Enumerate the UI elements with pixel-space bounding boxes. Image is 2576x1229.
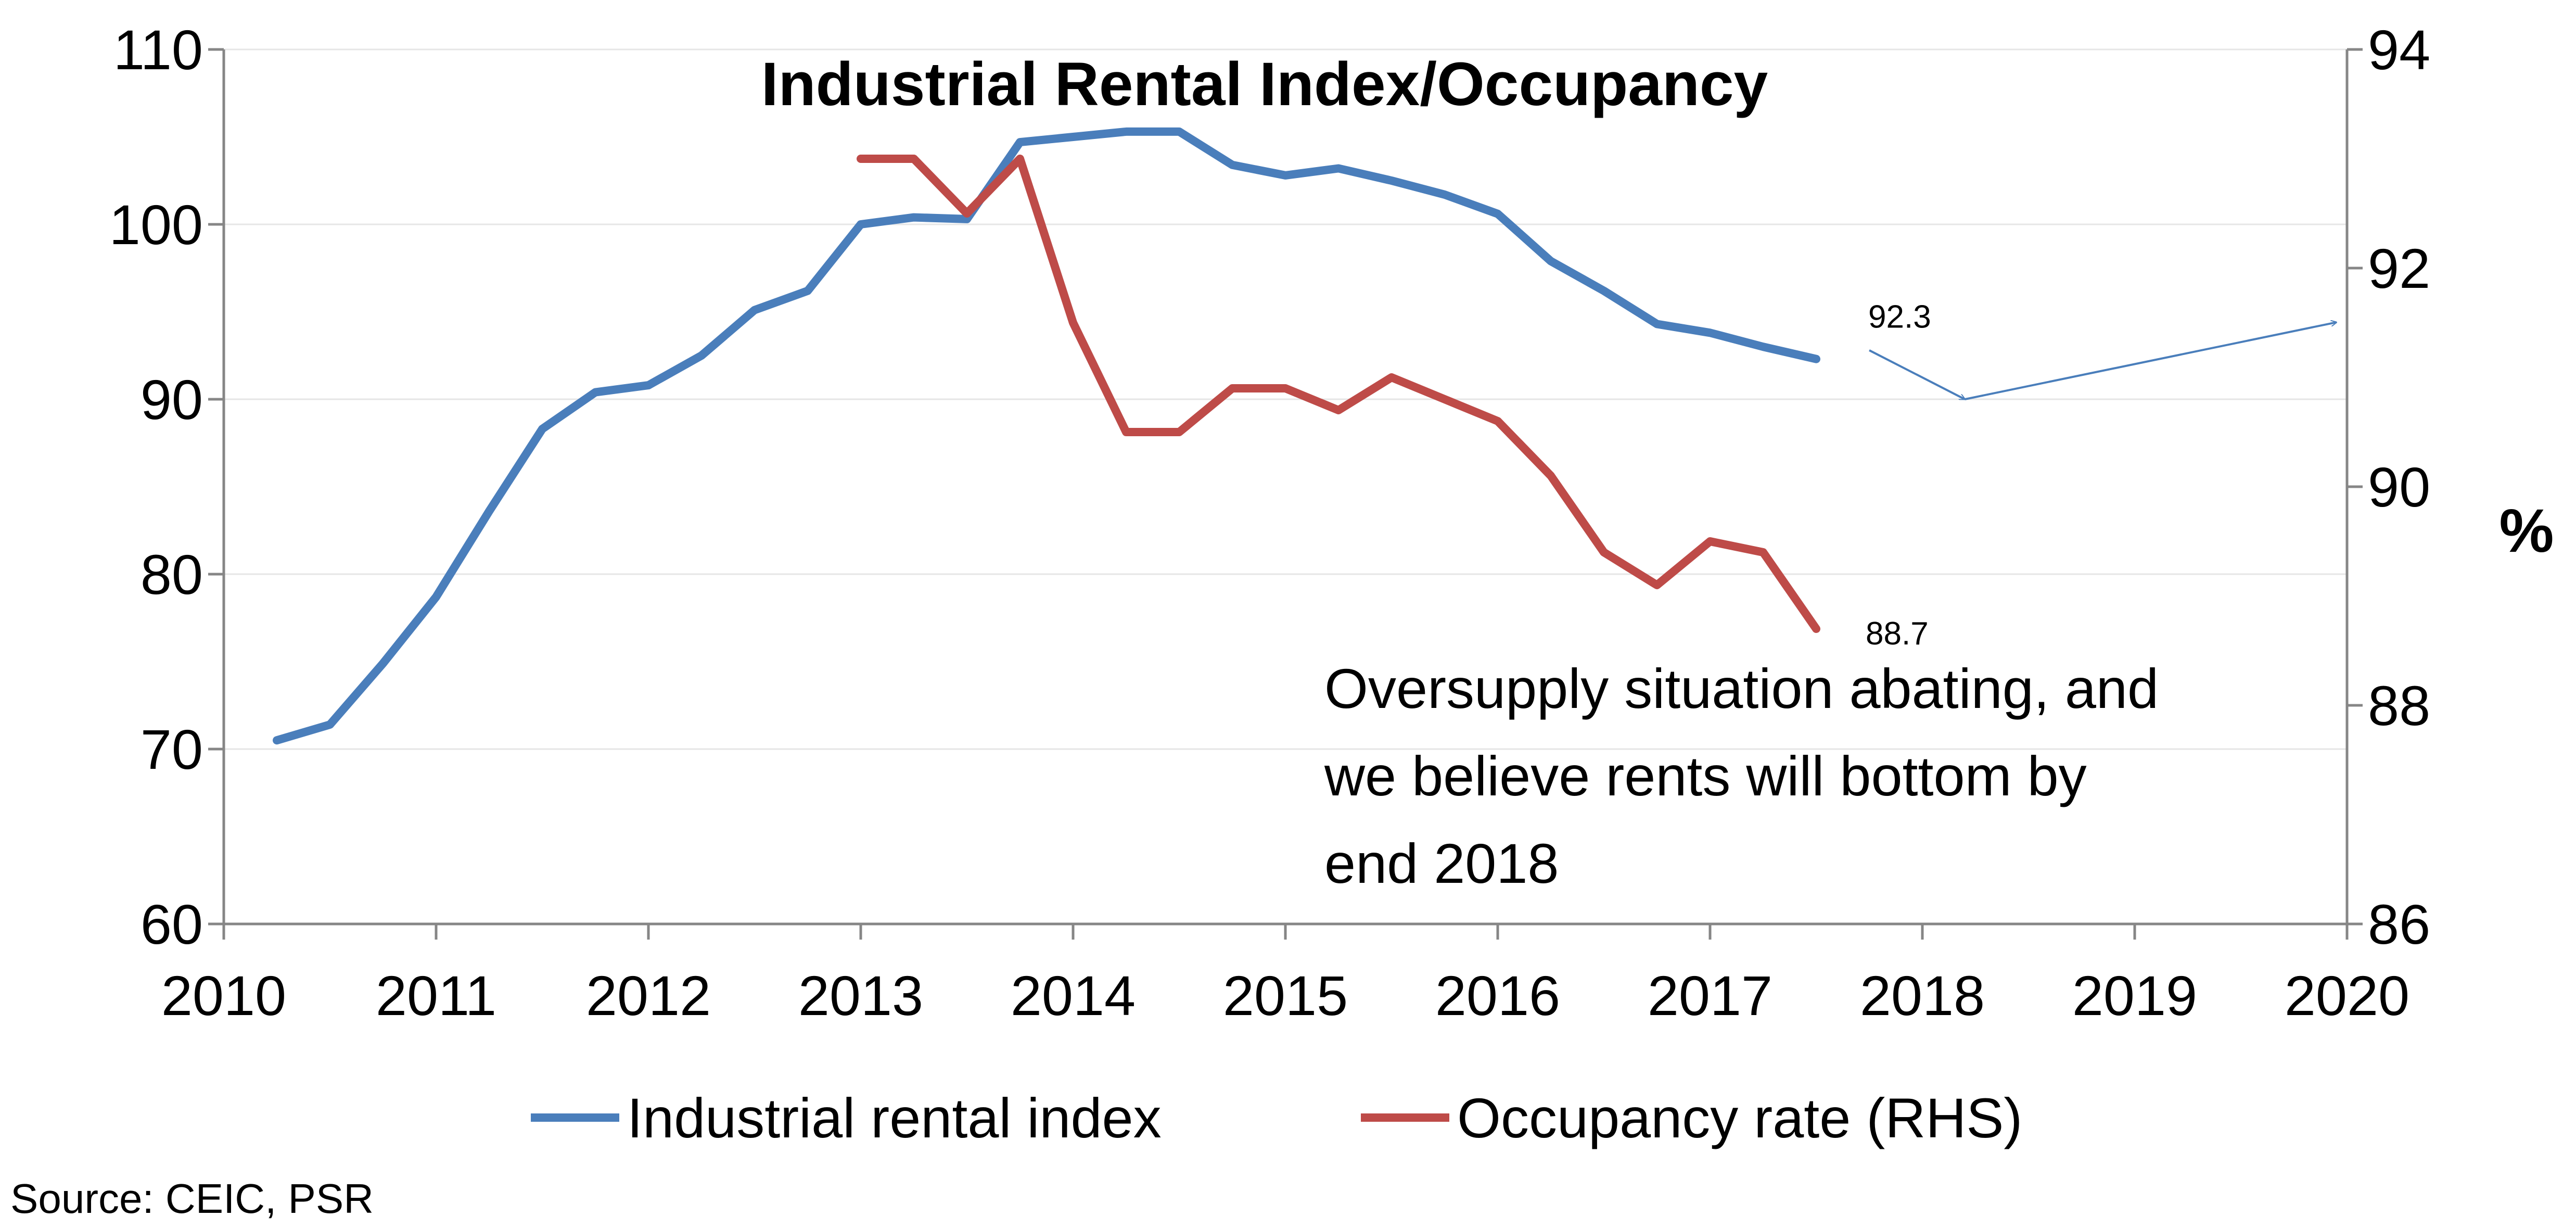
- source-note: Source: CEIC, PSR: [10, 1175, 374, 1222]
- chart-title: Industrial Rental Index/Occupancy: [761, 50, 1768, 119]
- x-tick-label-2012: 2012: [586, 964, 711, 1027]
- x-tick-label-2019: 2019: [2072, 964, 2197, 1027]
- right-tick-label-86: 86: [2368, 893, 2430, 956]
- gridlines: [224, 48, 2347, 750]
- x-tick-label-2013: 2013: [798, 964, 923, 1027]
- x-tick-label-2017: 2017: [1648, 964, 1772, 1027]
- projection-arrow-1: [1869, 349, 1965, 400]
- legend-label-occupancy-rate: Occupancy rate (RHS): [1457, 1086, 2022, 1149]
- chart-labels: 60 70 80 90 100 110 86 88 90 92 94 2010 2011 2012 2013…: [109, 18, 2430, 1027]
- x-tick-label-2016: 2016: [1435, 964, 1560, 1027]
- series-lines: [273, 127, 2337, 745]
- right-tick-label-94: 94: [2368, 18, 2430, 81]
- left-tick-label-70: 70: [141, 718, 203, 781]
- series-line-occupancy-rate: [857, 155, 1820, 633]
- end-label-industrial-rental-index: 92.3: [1868, 299, 1931, 335]
- left-tick-label-60: 60: [141, 893, 203, 956]
- annotation-line-3: end 2018: [1324, 832, 1559, 895]
- x-tick-label-2011: 2011: [376, 964, 496, 1027]
- x-tick-label-2010: 2010: [161, 964, 286, 1027]
- legend: Industrial rental index Occupancy rate (…: [531, 1086, 2022, 1149]
- x-tick-label-2014: 2014: [1011, 964, 1136, 1027]
- axes: [208, 48, 2363, 940]
- right-axis-unit: %: [2500, 497, 2554, 565]
- left-tick-label-90: 90: [141, 368, 203, 431]
- series-line-industrial-rental-index: [273, 127, 1820, 745]
- right-tick-label-90: 90: [2368, 455, 2430, 518]
- left-tick-label-110: 110: [113, 18, 203, 81]
- x-tick-label-2018: 2018: [1860, 964, 1985, 1027]
- x-tick-label-2015: 2015: [1223, 964, 1348, 1027]
- legend-label-industrial-rental-index: Industrial rental index: [627, 1086, 1162, 1149]
- annotation-line-1: Oversupply situation abating, and: [1324, 657, 2159, 720]
- x-tick-label-2020: 2020: [2285, 964, 2409, 1027]
- right-tick-label-88: 88: [2368, 674, 2430, 737]
- end-label-occupancy-rate: 88.7: [1866, 616, 1929, 652]
- annotation: Oversupply situation abating, and we bel…: [1324, 657, 2159, 895]
- right-tick-label-92: 92: [2368, 237, 2430, 300]
- projection-arrow-2: [1965, 322, 2337, 400]
- annotation-line-2: we believe rents will bottom by: [1324, 744, 2087, 807]
- left-tick-label-80: 80: [141, 543, 203, 606]
- left-tick-label-100: 100: [109, 193, 203, 256]
